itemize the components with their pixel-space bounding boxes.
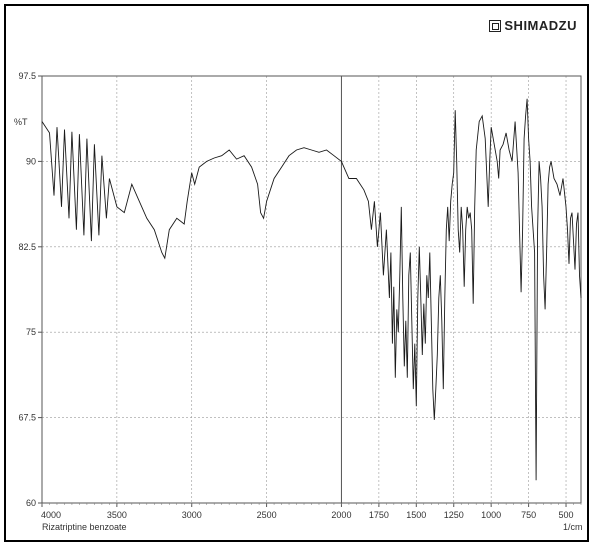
y-tick-label: 75 [26,327,36,337]
x-tick-label: 1750 [369,510,389,520]
y-tick-label: 97.5 [18,71,36,81]
x-tick-label: 1500 [406,510,426,520]
sample-label: Rizatriptine benzoate [42,522,127,532]
x-tick-label: 2500 [257,510,277,520]
plot-area [41,75,582,504]
x-tick-label: 1250 [444,510,464,520]
x-unit-label: 1/cm [563,522,583,532]
x-tick-label: 750 [521,510,536,520]
x-tick-label: 500 [559,510,574,520]
logo-mark-icon [489,19,502,32]
x-tick-label: 4000 [41,510,61,520]
spectrum-frame: SHIMADZU [4,4,589,542]
y-tick-labels: 60 67.5 75 82.5 90 97.5 [18,71,42,508]
x-tick-label: 2000 [331,510,351,520]
y-tick-label: 67.5 [18,413,36,423]
spectrum-series-line [41,98,582,481]
logo-text: SHIMADZU [504,18,577,33]
x-tick-label: 3500 [107,510,127,520]
grid-lines [41,75,581,504]
shimadzu-logo: SHIMADZU [489,18,577,33]
x-tick-labels: 4000 3500 3000 2500 2000 1750 1500 1250 1000 750 5… [41,503,582,520]
x-minor-ticks [41,503,582,505]
x-tick-label: 1000 [481,510,501,520]
y-axis-label: %T [14,117,28,127]
x-tick-label: 3000 [182,510,202,520]
y-tick-label: 90 [26,156,36,166]
y-tick-label: 60 [26,498,36,508]
y-tick-label: 82.5 [18,242,36,252]
